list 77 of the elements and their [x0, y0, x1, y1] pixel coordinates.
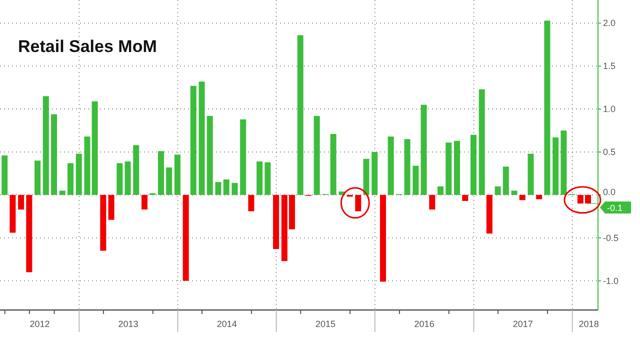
x-tick-label: 2018	[578, 319, 599, 329]
bar	[26, 194, 32, 272]
y-tick-label: 0.0	[603, 186, 616, 197]
bar	[248, 194, 254, 212]
bar	[273, 194, 280, 250]
bar	[429, 194, 436, 210]
x-tick-label: 2013	[118, 319, 138, 329]
bar	[10, 194, 16, 233]
bar	[142, 194, 148, 210]
y-tick-label: 2.0	[603, 18, 616, 28]
bar	[42, 96, 49, 195]
bar	[84, 136, 90, 195]
bar	[388, 136, 394, 195]
bar	[478, 89, 485, 195]
bar	[404, 139, 410, 195]
bar	[314, 116, 320, 195]
bar	[446, 142, 452, 195]
bar	[528, 154, 534, 195]
bar	[133, 145, 140, 195]
x-tick-label: 2015	[315, 319, 336, 329]
bar	[256, 161, 263, 195]
x-tick-label: 2014	[216, 319, 237, 329]
bar	[215, 182, 222, 195]
y-tick-label: 0.5	[603, 146, 616, 157]
bar	[363, 158, 370, 195]
bar	[536, 194, 542, 200]
bar	[372, 152, 378, 195]
y-tick-label: -1.0	[603, 276, 619, 286]
bar	[380, 194, 386, 282]
bar	[182, 194, 189, 281]
bar	[76, 154, 82, 195]
bar	[34, 160, 41, 195]
bar	[511, 190, 518, 195]
bar	[330, 134, 336, 195]
bar	[240, 119, 246, 195]
bar	[59, 190, 66, 195]
bar	[2, 155, 8, 195]
x-tick-label: 2012	[30, 319, 50, 329]
bar	[100, 194, 106, 251]
y-tick-label: 1.5	[603, 61, 616, 72]
text: Retail Sales MoM	[18, 37, 157, 56]
bar	[412, 166, 419, 195]
bar	[470, 134, 476, 195]
bar	[18, 194, 24, 210]
bar	[560, 130, 567, 195]
bar	[190, 86, 196, 195]
bar	[116, 163, 123, 195]
bar	[174, 154, 180, 195]
bar	[92, 101, 98, 195]
bar	[552, 137, 559, 195]
bar	[166, 167, 172, 195]
bar	[355, 194, 362, 212]
bar	[462, 194, 468, 201]
bar	[544, 20, 550, 195]
x-tick-label: 2017	[512, 319, 533, 329]
bar	[502, 166, 509, 195]
bar	[198, 82, 205, 195]
bar	[494, 186, 501, 195]
bar	[420, 104, 427, 195]
y-tick-label: -0.5	[603, 232, 619, 243]
annotation: -0.1	[607, 203, 623, 214]
bar	[519, 194, 526, 200]
bar	[454, 140, 460, 195]
bar	[206, 116, 213, 195]
x-tick-label: 2016	[414, 319, 434, 329]
bar	[438, 186, 444, 195]
y-tick-label: 1.0	[603, 104, 616, 114]
bar	[108, 194, 114, 220]
bar	[264, 162, 271, 195]
bar	[232, 182, 238, 195]
bar	[158, 151, 164, 195]
bar	[297, 35, 304, 195]
bar	[124, 161, 131, 195]
bar	[67, 163, 74, 195]
bar	[486, 194, 492, 234]
bar	[223, 179, 230, 195]
bar	[51, 114, 58, 195]
